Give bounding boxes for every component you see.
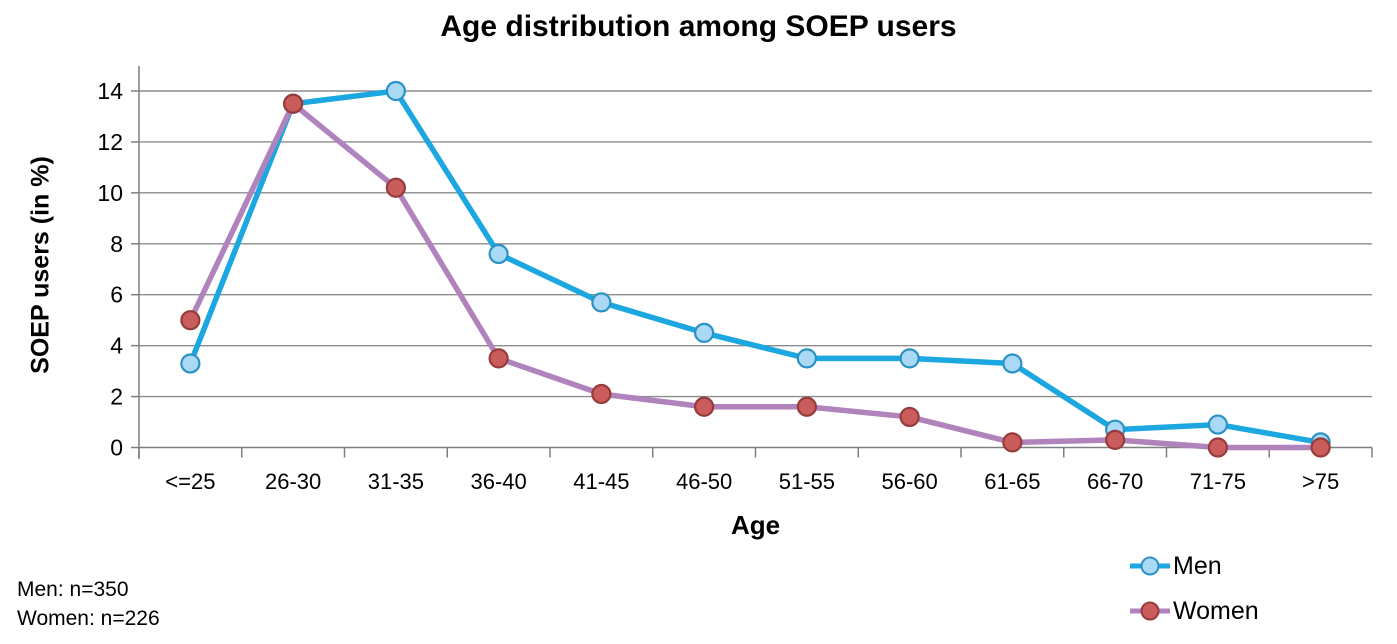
series-women-point — [1310, 437, 1331, 458]
y-axis-title: SOEP users (in %) — [26, 156, 55, 374]
series-men-point — [488, 243, 509, 265]
series-women-point — [1002, 432, 1023, 453]
y-tick-label: 12 — [97, 129, 123, 155]
footnote-women: Women: n=226 — [17, 607, 160, 630]
series-men-point — [694, 322, 715, 344]
x-tick-label: 31-35 — [368, 469, 424, 494]
series-men-point — [385, 80, 406, 102]
x-tick-label: 36-40 — [470, 469, 526, 494]
series-women-point — [283, 93, 304, 114]
y-tick-label: 2 — [110, 384, 123, 410]
legend-marker-men-icon — [1130, 556, 1170, 576]
series-women-point — [694, 396, 715, 417]
x-axis-title: Age — [730, 510, 781, 540]
series-women-point — [180, 310, 201, 331]
y-tick-label: 8 — [110, 231, 123, 257]
legend-label-women: Women — [1173, 596, 1259, 625]
x-tick-label: <=25 — [165, 469, 215, 494]
x-tick-label: 61-65 — [984, 469, 1040, 494]
series-men-point — [899, 348, 920, 369]
legend-item-men: Men — [1128, 549, 1259, 583]
series-men-point — [591, 292, 612, 313]
legend: Men Women — [1128, 549, 1259, 639]
y-tick-label: 6 — [110, 282, 123, 308]
series-women-point — [591, 383, 612, 405]
series-men-point — [180, 353, 201, 374]
series-women-point — [899, 406, 920, 428]
chart-title: Age distribution among SOEP users — [440, 10, 957, 43]
x-tick-label: 71-75 — [1190, 469, 1246, 494]
x-tick-label: 56-60 — [881, 469, 937, 494]
series-women-line — [187, 100, 1324, 451]
legend-item-women: Women — [1128, 594, 1259, 628]
x-tick-label: 41-45 — [573, 469, 629, 494]
series-men-line — [187, 88, 1324, 446]
x-tick-label: >75 — [1302, 469, 1339, 494]
y-tick-label: 14 — [97, 78, 123, 104]
x-tick-label: 26-30 — [265, 469, 321, 494]
series-men-point — [1207, 414, 1228, 435]
x-tick-label: 66-70 — [1087, 469, 1143, 494]
series-men-point — [1002, 353, 1023, 374]
legend-marker-women-icon — [1130, 601, 1170, 621]
series-women-point — [488, 348, 509, 369]
y-tick-label: 10 — [97, 180, 123, 206]
sample-size-notes: Men: n=350 Women: n=226 — [17, 575, 160, 633]
x-tick-label: 51-55 — [779, 469, 835, 494]
series-women-point — [385, 177, 406, 198]
series-women-point — [1207, 437, 1228, 458]
footnote-men: Men: n=350 — [17, 578, 129, 601]
y-tick-label: 4 — [110, 333, 123, 359]
y-tick-label: 0 — [110, 435, 123, 461]
series-men-point — [796, 348, 817, 369]
x-tick-label: 46-50 — [676, 469, 732, 494]
series-women-point — [1105, 429, 1126, 450]
series-women-point — [796, 396, 817, 417]
legend-label-men: Men — [1173, 551, 1222, 580]
